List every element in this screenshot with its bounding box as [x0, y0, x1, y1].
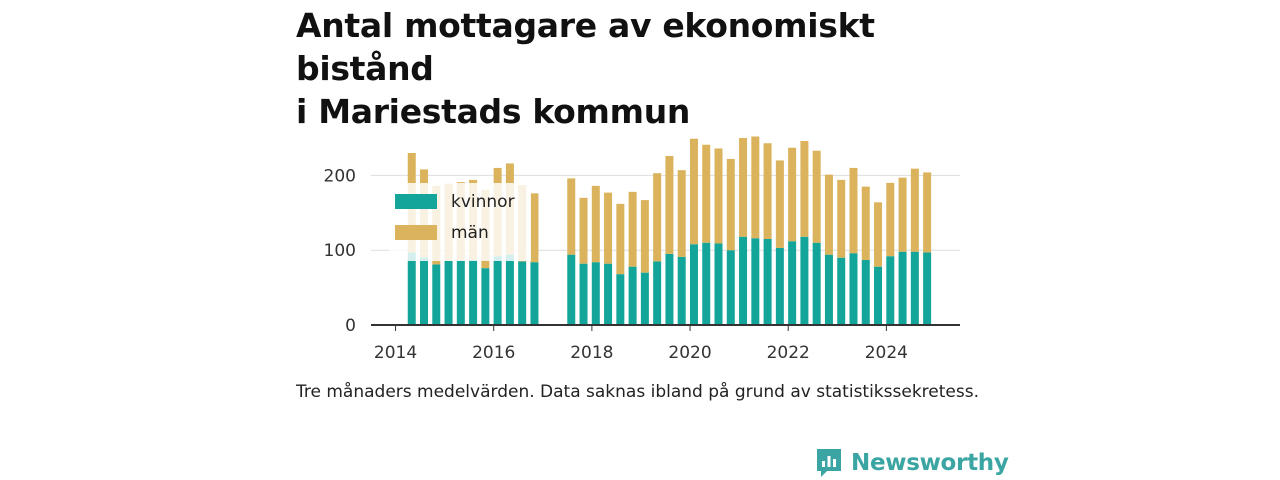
bar-man	[861, 186, 870, 260]
bar-kvinnor	[493, 256, 502, 325]
bar-kvinnor	[788, 241, 797, 325]
x-tick-label: 2020	[668, 343, 711, 363]
bar-man	[886, 182, 895, 257]
bar-man	[616, 203, 625, 275]
bar-kvinnor	[824, 254, 833, 325]
axes: 0 100 200 2014 2016 2018 2020 2022 2024	[324, 166, 960, 363]
bar-man	[604, 192, 613, 264]
bar-man	[677, 170, 686, 257]
bar-man	[530, 193, 539, 263]
x-tick-label: 2018	[570, 343, 613, 363]
bar-man	[800, 140, 809, 237]
bar-kvinnor	[640, 272, 649, 325]
bar-man	[591, 185, 600, 263]
legend-label-kvinnor: kvinnor	[451, 192, 515, 212]
bar-kvinnor	[763, 238, 772, 325]
bar-kvinnor	[616, 274, 625, 325]
bar-man	[910, 168, 919, 252]
bar-kvinnor	[591, 262, 600, 325]
bar-man	[874, 202, 883, 267]
x-tick-label: 2014	[374, 343, 417, 363]
bar-kvinnor	[837, 257, 846, 325]
bar-kvinnor	[665, 253, 674, 325]
bar-man	[579, 197, 588, 264]
bar-man	[628, 191, 637, 267]
bar-kvinnor	[861, 259, 870, 325]
bar-kvinnor	[518, 261, 527, 325]
legend-swatch-kvinnor	[395, 194, 437, 209]
bar-kvinnor	[874, 266, 883, 325]
bar-kvinnor	[689, 244, 698, 325]
x-tick-label: 2022	[767, 343, 810, 363]
bar-kvinnor	[407, 252, 416, 325]
bar-kvinnor	[579, 263, 588, 325]
bar-kvinnor	[530, 262, 539, 325]
brand-logo[interactable]: Newsworthy	[815, 446, 1009, 480]
bar-kvinnor	[898, 251, 907, 325]
bar-man	[837, 179, 846, 258]
legend-label-man: män	[451, 223, 489, 243]
bar-man	[702, 144, 711, 243]
bar-kvinnor	[432, 264, 441, 325]
bar-kvinnor	[604, 263, 613, 325]
bar-kvinnor	[849, 253, 858, 325]
bar-kvinnor	[751, 238, 760, 325]
bar-kvinnor	[456, 260, 465, 325]
bar-kvinnor	[444, 260, 453, 325]
y-tick-label: 200	[324, 166, 356, 186]
bar-man	[824, 174, 833, 255]
bar-kvinnor	[923, 252, 932, 325]
legend-swatch-man	[395, 225, 437, 240]
bar-kvinnor	[812, 242, 821, 325]
bar-kvinnor	[714, 243, 723, 325]
bar-man	[775, 160, 784, 248]
bar-kvinnor	[567, 254, 576, 325]
bar-kvinnor	[628, 266, 637, 325]
bar-man	[653, 173, 662, 262]
x-tick-label: 2024	[865, 343, 908, 363]
bar-man	[689, 138, 698, 245]
x-tick-label: 2016	[472, 343, 515, 363]
bar-kvinnor	[775, 247, 784, 325]
bar-man	[714, 148, 723, 244]
bar-kvinnor	[420, 257, 429, 325]
bar-man	[640, 200, 649, 273]
bar-kvinnor	[739, 236, 748, 325]
bar-man	[898, 177, 907, 252]
bar-kvinnor	[886, 256, 895, 325]
bar-man	[726, 158, 735, 251]
bar-man	[763, 143, 772, 239]
bar-kvinnor	[800, 236, 809, 325]
bar-kvinnor	[910, 251, 919, 325]
bar-man	[739, 138, 748, 237]
chart-caption: Tre månaders medelvärden. Data saknas ib…	[296, 382, 979, 402]
y-tick-label: 100	[324, 241, 356, 261]
bar-man	[923, 172, 932, 253]
bar-man	[567, 178, 576, 255]
bar-kvinnor	[505, 254, 514, 325]
title-line-1: Antal mottagare av ekonomiskt bistånd	[296, 6, 875, 88]
bar-kvinnor	[702, 242, 711, 325]
bar-kvinnor	[677, 256, 686, 325]
bar-kvinnor	[653, 261, 662, 325]
y-tick-label: 0	[345, 316, 356, 336]
bar-man	[751, 136, 760, 239]
bar-man	[665, 155, 674, 254]
legend: kvinnor män	[389, 183, 531, 261]
title-line-2: i Mariestads kommun	[296, 92, 691, 131]
brand-name: Newsworthy	[851, 450, 1009, 476]
bar-man	[812, 150, 821, 243]
bar-kvinnor	[469, 259, 478, 325]
bar-kvinnor	[481, 268, 490, 325]
newsworthy-logo-icon	[817, 449, 841, 477]
bar-kvinnor	[726, 250, 735, 325]
chart-title: Antal mottagare av ekonomiskt bistånd i …	[296, 4, 1016, 133]
bar-man	[788, 147, 797, 242]
bar-man	[849, 167, 858, 254]
